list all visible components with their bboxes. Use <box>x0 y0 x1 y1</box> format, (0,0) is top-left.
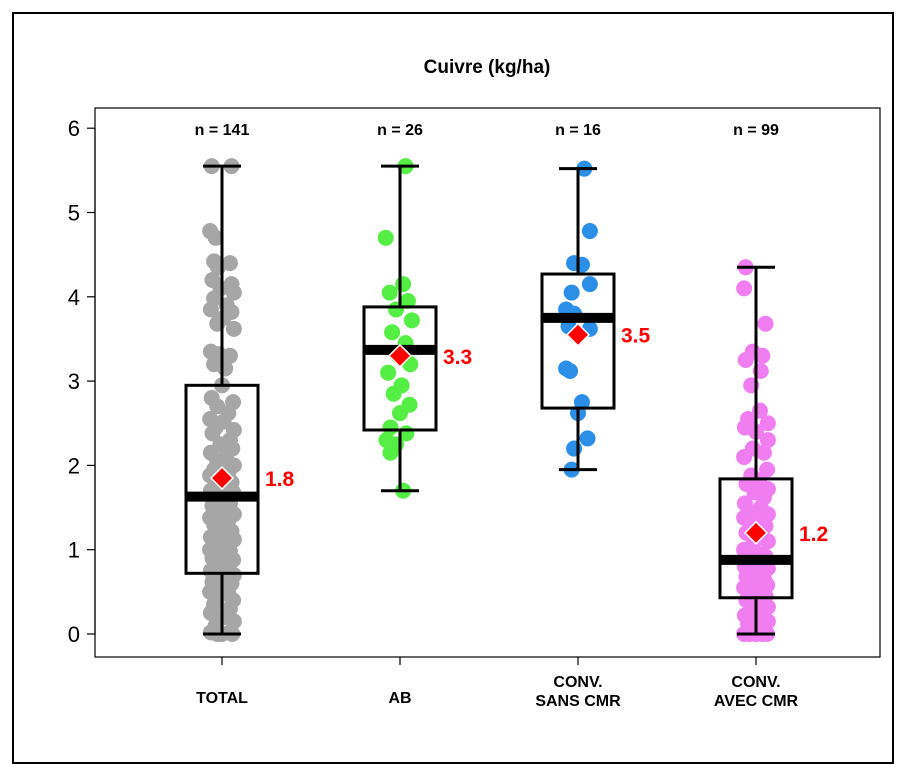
data-point <box>581 276 598 293</box>
mean-marker <box>387 343 413 368</box>
chart-title: Cuivre (kg/ha) <box>424 57 551 78</box>
data-point <box>736 280 753 297</box>
chart-frame <box>12 12 894 764</box>
mean-label: 1.2 <box>799 523 828 546</box>
x-axis: TOTAL AB CONV. SANS CMR CONV. AVEC CMR <box>196 657 799 710</box>
box-group-0: 1.8 n = 141 <box>184 122 295 642</box>
mean-label: 3.5 <box>621 325 651 348</box>
data-point <box>381 284 398 301</box>
mean-label: 3.3 <box>443 346 472 369</box>
mean-label: 1.8 <box>265 468 295 491</box>
y-tick-label: 0 <box>68 622 80 647</box>
mean-marker <box>565 322 591 347</box>
x-tick-label: CONV. SANS CMR <box>535 674 621 710</box>
data-point <box>736 448 753 465</box>
data-point <box>562 362 579 379</box>
data-point <box>217 360 234 377</box>
x-tick-label-line: AVEC CMR <box>714 693 799 710</box>
data-point <box>759 415 776 432</box>
x-tick-label-line: SANS CMR <box>535 693 621 710</box>
x-tick-label-line: CONV. <box>553 674 602 691</box>
data-point <box>759 533 776 550</box>
box-group-3: 1.2 n = 99 <box>718 122 828 642</box>
data-point <box>757 315 774 332</box>
y-tick-label: 2 <box>68 453 80 478</box>
y-tick-label: 3 <box>68 369 80 394</box>
data-point <box>202 301 219 318</box>
data-point <box>384 324 401 341</box>
x-tick-label-line: TOTAL <box>196 690 248 707</box>
data-point <box>221 624 238 641</box>
data-point <box>221 255 238 272</box>
box-group-1: 3.3 n = 26 <box>362 122 472 499</box>
box-iqr <box>540 272 616 410</box>
data-point <box>377 229 394 246</box>
data-point <box>759 432 776 449</box>
data-point <box>388 301 405 318</box>
data-point <box>225 284 242 301</box>
data-point <box>573 256 590 273</box>
data-point <box>563 284 580 301</box>
data-point <box>380 364 397 381</box>
box-iqr <box>184 383 260 575</box>
data-point <box>579 430 596 447</box>
n-count-label: n = 141 <box>195 122 250 139</box>
box-iqr <box>362 305 438 432</box>
data-point <box>385 385 402 402</box>
box-group-2: 3.5 n = 16 <box>540 122 651 478</box>
data-point <box>395 276 412 293</box>
data-point <box>202 604 219 621</box>
x-tick-label: TOTAL <box>196 690 248 707</box>
x-tick-label-line: AB <box>388 690 411 707</box>
n-count-label: n = 16 <box>555 122 601 139</box>
y-axis: 0 1 2 3 4 5 6 <box>68 116 96 647</box>
data-point <box>737 352 754 369</box>
data-point <box>399 293 416 310</box>
x-tick-label: CONV. AVEC CMR <box>714 674 799 710</box>
data-point <box>221 347 238 364</box>
x-tick-label-line: CONV. <box>731 674 780 691</box>
n-count-label: n = 99 <box>733 122 779 139</box>
data-point <box>581 223 598 240</box>
x-tick-label: AB <box>388 690 411 707</box>
data-point <box>755 444 772 461</box>
n-count-label: n = 26 <box>377 122 423 139</box>
y-tick-label: 1 <box>68 538 80 563</box>
data-point <box>403 312 420 329</box>
data-point <box>566 440 583 457</box>
box-groups: 1.8 n = 141 3.3 n = 26 3.5 n = 16 1.2 n = 99 <box>184 122 828 642</box>
y-tick-label: 6 <box>68 116 80 141</box>
mean-marker <box>209 465 235 491</box>
box-iqr <box>718 477 794 600</box>
y-tick-label: 5 <box>68 201 80 226</box>
y-tick-label: 4 <box>68 285 80 310</box>
data-point <box>207 229 224 246</box>
data-point <box>382 444 399 461</box>
data-point <box>754 347 771 364</box>
data-point <box>225 320 242 337</box>
mean-marker <box>743 520 769 545</box>
data-point <box>392 405 408 422</box>
